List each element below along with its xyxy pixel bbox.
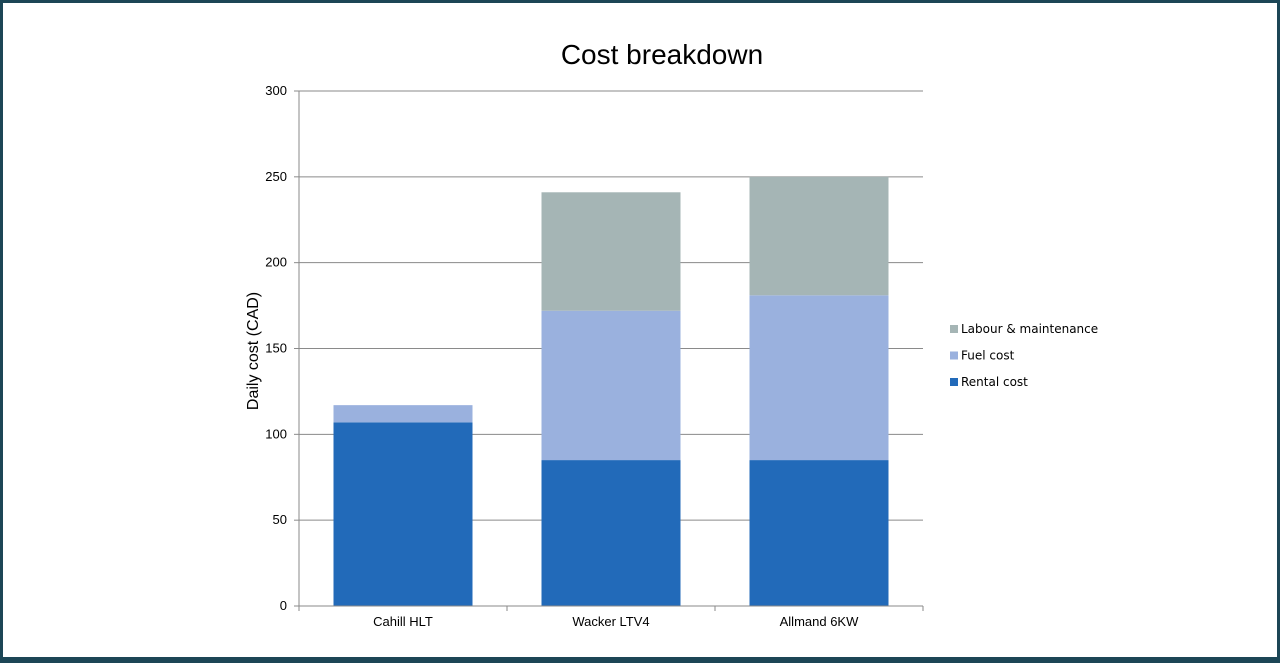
legend-swatch	[950, 325, 958, 333]
y-axis-label: Daily cost (CAD)	[245, 292, 262, 410]
legend: Labour & maintenance Fuel cost Rental cost	[950, 322, 1098, 389]
bar-segment	[749, 295, 889, 461]
y-tick-label: 300	[265, 83, 287, 98]
legend-swatch	[950, 378, 958, 386]
y-tick-label: 50	[273, 512, 287, 527]
cost-breakdown-chart: Cost breakdown 0 50 100 150 200 250 300 Cahill…	[245, 39, 1098, 629]
legend-swatch	[950, 351, 958, 360]
y-tick-label: 100	[265, 426, 287, 441]
y-tick-label: 150	[265, 341, 287, 356]
legend-item: Rental cost	[950, 375, 1028, 389]
x-tick-label: Cahill HLT	[373, 614, 433, 629]
chart-frame: Cost breakdown 0 50 100 150 200 250 300 Cahill…	[3, 3, 1277, 657]
legend-item: Fuel cost	[950, 349, 1015, 363]
y-tick-label: 0	[280, 598, 287, 613]
bar-segment	[541, 310, 681, 461]
axes	[294, 90, 924, 611]
bar-segment	[541, 192, 681, 311]
y-tick-labels: 0 50 100 150 200 250 300	[265, 83, 287, 613]
y-tick-label: 250	[265, 169, 287, 184]
bar-segment	[333, 405, 473, 423]
x-tick-label: Wacker LTV4	[572, 614, 649, 629]
legend-label: Labour & maintenance	[961, 322, 1098, 336]
chart-title: Cost breakdown	[561, 39, 763, 70]
legend-label: Rental cost	[961, 375, 1028, 389]
y-tick-label: 200	[265, 255, 287, 270]
x-tick-label: Allmand 6KW	[780, 614, 859, 629]
bar-segment	[333, 422, 473, 606]
bar-segment	[541, 460, 681, 606]
x-tick-labels: Cahill HLT Wacker LTV4 Allmand 6KW	[373, 614, 859, 629]
legend-label: Fuel cost	[961, 349, 1015, 363]
legend-item: Labour & maintenance	[950, 322, 1098, 336]
bar-segment	[749, 460, 889, 606]
bar-segment	[749, 176, 889, 296]
bars	[333, 176, 889, 606]
